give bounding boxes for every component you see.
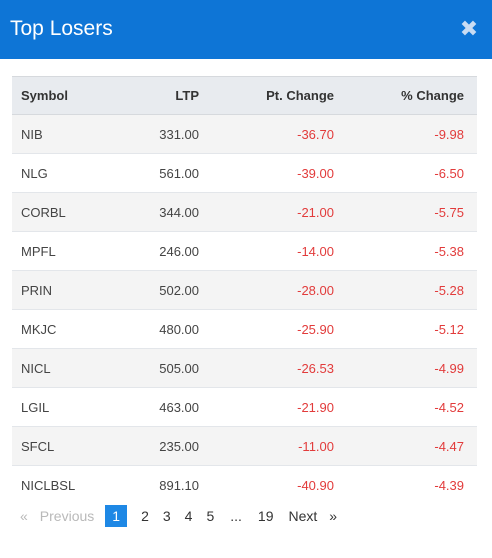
previous-arrow-icon: «: [20, 508, 28, 524]
table-row[interactable]: LGIL 463.00 -21.90 -4.52: [12, 387, 477, 427]
top-losers-table: Symbol LTP Pt. Change % Change NIB 331.00…: [12, 76, 477, 505]
pagination-ellipsis: ...: [230, 508, 242, 524]
cell-ltp: 235.00: [132, 426, 212, 466]
cell-pct-change: -5.28: [347, 270, 477, 310]
next-label: Next: [288, 508, 318, 524]
close-icon[interactable]: ✖: [459, 16, 479, 41]
column-header-ltp: LTP: [132, 76, 212, 115]
cell-symbol: CORBL: [12, 192, 132, 232]
table-row[interactable]: MKJC 480.00 -25.90 -5.12: [12, 309, 477, 349]
page-button-3[interactable]: 3: [162, 508, 171, 524]
cell-symbol: NICL: [12, 348, 132, 388]
top-losers-table-container: Symbol LTP Pt. Change % Change NIB 331.00…: [12, 76, 477, 505]
cell-pct-change: -6.50: [347, 153, 477, 193]
cell-ltp: 246.00: [132, 231, 212, 271]
cell-pt-change: -25.90: [212, 309, 347, 349]
cell-ltp: 331.00: [132, 114, 212, 154]
cell-symbol: LGIL: [12, 387, 132, 427]
cell-symbol: NIB: [12, 114, 132, 154]
table-row[interactable]: PRIN 502.00 -28.00 -5.28: [12, 270, 477, 310]
cell-ltp: 502.00: [132, 270, 212, 310]
table-row[interactable]: NICLBSL 891.10 -40.90 -4.39: [12, 465, 477, 505]
table-row[interactable]: NICL 505.00 -26.53 -4.99: [12, 348, 477, 388]
page-button-last[interactable]: 19: [257, 508, 274, 524]
page-button-2[interactable]: 2: [141, 508, 149, 524]
table-row[interactable]: CORBL 344.00 -21.00 -5.75: [12, 192, 477, 232]
cell-pct-change: -5.12: [347, 309, 477, 349]
modal-header: Top Losers ✖: [0, 0, 492, 59]
cell-symbol: MPFL: [12, 231, 132, 271]
cell-pct-change: -5.75: [347, 192, 477, 232]
column-header-symbol: Symbol: [12, 76, 132, 115]
cell-pt-change: -39.00: [212, 153, 347, 193]
cell-pct-change: -5.38: [347, 231, 477, 271]
cell-ltp: 480.00: [132, 309, 212, 349]
cell-pct-change: -4.39: [434, 477, 464, 493]
table-row[interactable]: MPFL 246.00 -14.00 -5.38: [12, 231, 477, 271]
cell-ltp: 463.00: [132, 387, 212, 427]
next-page-button[interactable]: Next »: [289, 505, 338, 527]
modal-title: Top Losers: [10, 17, 113, 40]
cell-ltp: 561.00: [132, 153, 212, 193]
cell-pct-change: -4.99: [347, 348, 477, 388]
cell-pt-change: -36.70: [212, 114, 347, 154]
table-header-row: Symbol LTP Pt. Change % Change: [12, 76, 477, 115]
cell-symbol: SFCL: [12, 426, 132, 466]
page-button-5[interactable]: 5: [206, 508, 215, 524]
cell-pt-change: -28.00: [212, 270, 347, 310]
cell-pt-change: -26.53: [212, 348, 347, 388]
column-header-pct-change: % Change: [347, 76, 477, 115]
cell-pct-change: -9.98: [347, 114, 477, 154]
cell-symbol: NLG: [12, 153, 132, 193]
page-button-1[interactable]: 1: [105, 505, 128, 527]
cell-symbol: NICLBSL: [21, 477, 76, 493]
cell-ltp: 344.00: [132, 192, 212, 232]
cell-symbol: PRIN: [12, 270, 132, 310]
cell-pt-change: -11.00: [212, 426, 347, 466]
column-header-pt-change: Pt. Change: [212, 76, 347, 115]
cell-ltp: 891.10: [159, 477, 199, 493]
cell-pt-change: -14.00: [212, 231, 347, 271]
table-row[interactable]: NLG 561.00 -39.00 -6.50: [12, 153, 477, 193]
cell-pt-change: -21.00: [212, 192, 347, 232]
table-row[interactable]: SFCL 235.00 -11.00 -4.47: [12, 426, 477, 466]
cell-pct-change: -4.47: [347, 426, 477, 466]
previous-label: Previous: [39, 508, 95, 524]
cell-pt-change: -21.90: [212, 387, 347, 427]
cell-pt-change: -40.90: [297, 477, 334, 493]
pagination: « Previous 1 2 3 4 5 ... 19 Next »: [12, 504, 337, 528]
next-arrow-icon: »: [329, 508, 338, 524]
table-row[interactable]: NIB 331.00 -36.70 -9.98: [12, 114, 477, 154]
previous-page-button[interactable]: « Previous: [20, 505, 94, 527]
table-body: NIB 331.00 -36.70 -9.98 NLG 561.00 -39.00 -6.50…: [12, 114, 477, 505]
cell-ltp: 505.00: [132, 348, 212, 388]
page-button-4[interactable]: 4: [184, 508, 193, 524]
cell-symbol: MKJC: [12, 309, 132, 349]
cell-pct-change: -4.52: [347, 387, 477, 427]
